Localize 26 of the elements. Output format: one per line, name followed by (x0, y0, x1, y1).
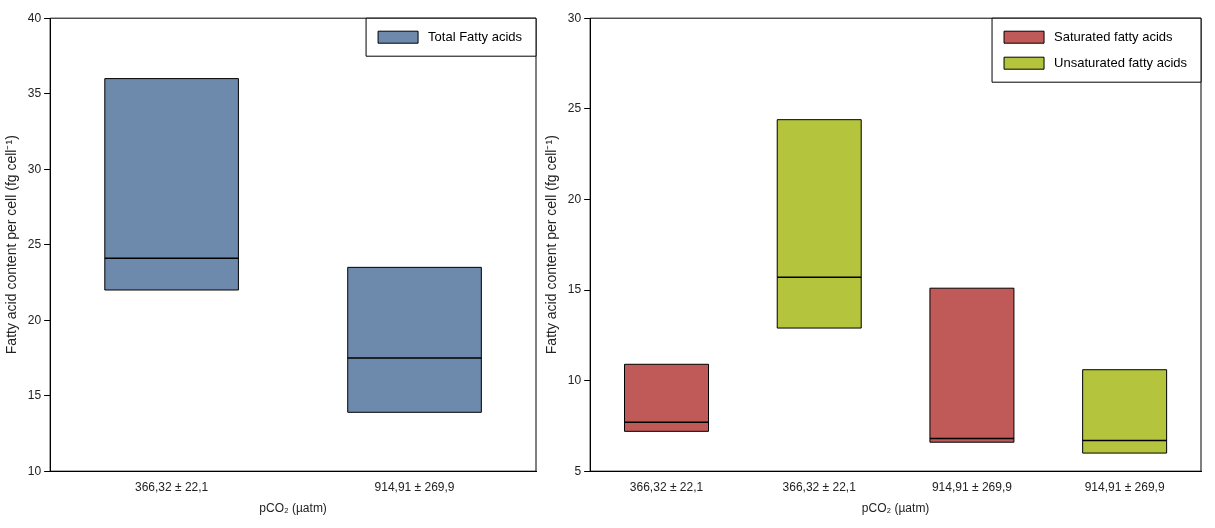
x-tick-label: 914,91 ± 269,9 (1084, 479, 1165, 494)
x-tick-label: 914,91 ± 269,9 (374, 479, 455, 494)
x-axis-title: pCO₂ (µatm) (259, 501, 327, 516)
y-tick-label: 20 (567, 191, 582, 206)
y-tick-label: 40 (27, 10, 42, 25)
legend-label: Saturated fatty acids (1054, 28, 1174, 44)
y-tick-label: 5 (574, 463, 582, 478)
x-tick-label: 366,32 ± 22,1 (134, 479, 209, 494)
y-tick-label: 15 (567, 282, 582, 297)
y-tick-label: 30 (567, 10, 582, 25)
y-tick-label: 30 (27, 161, 42, 176)
legend-label: Total Fatty acids (428, 28, 523, 44)
y-tick-label: 25 (27, 237, 42, 252)
y-tick-label: 35 (27, 86, 42, 101)
y-axis-title: Fatty acid content per cell (fg cell⁻¹) (3, 135, 20, 355)
y-tick-label: 20 (27, 312, 42, 327)
y-tick-label: 25 (567, 101, 582, 116)
x-tick-label: 366,32 ± 22,1 (782, 479, 857, 494)
y-tick-label: 10 (567, 372, 582, 387)
legend-label: Unsaturated fatty acids (1054, 54, 1188, 70)
x-tick-label: 914,91 ± 269,9 (931, 479, 1013, 494)
x-axis-title: pCO₂ (µatm) (861, 501, 930, 516)
y-tick-label: 15 (27, 388, 42, 403)
x-tick-label: 366,32 ± 22,1 (629, 479, 704, 494)
y-tick-label: 10 (27, 463, 42, 478)
y-axis-title: Fatty acid content per cell (fg cell⁻¹) (543, 135, 560, 355)
